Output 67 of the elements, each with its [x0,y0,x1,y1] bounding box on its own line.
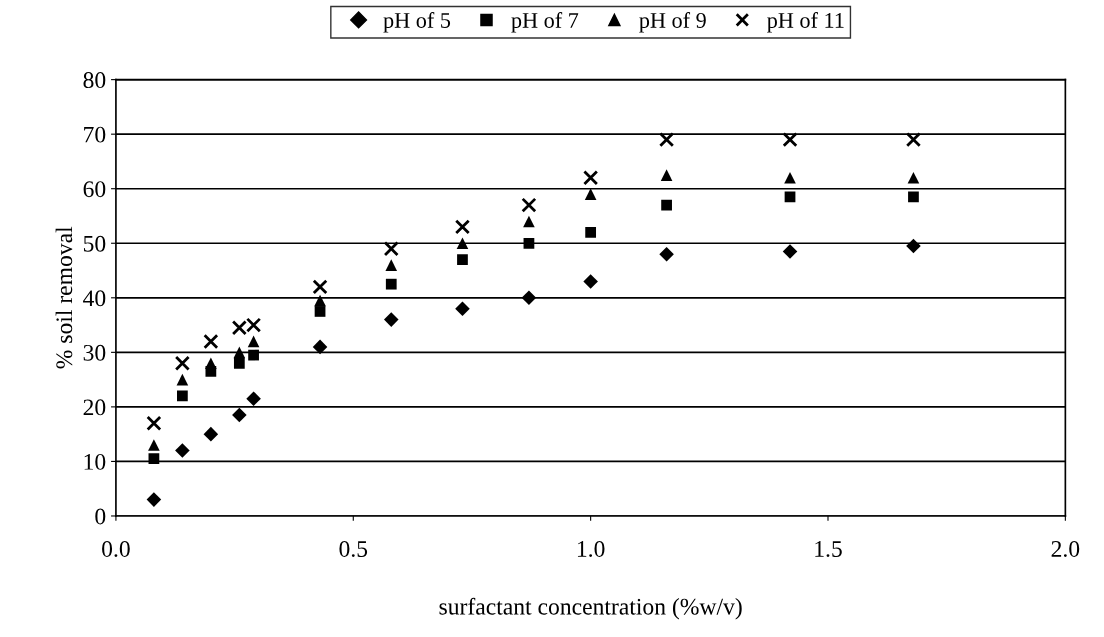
point [176,373,189,386]
point [584,188,597,200]
point [174,355,190,371]
point [175,443,190,458]
point [658,132,675,148]
point [232,407,247,423]
point [456,237,469,250]
point [908,191,919,203]
point [205,357,217,370]
point [659,246,674,262]
point [385,278,397,290]
point [523,237,535,249]
point [148,439,160,451]
point [233,357,245,369]
y-tick-label: 50 [83,235,106,252]
point [661,199,672,211]
point [246,391,261,406]
point [203,426,219,442]
x-tick-label: 0.0 [102,540,130,557]
point [660,169,673,181]
legend-label: pH of 11 [767,12,844,33]
point [148,453,160,465]
x-axis-title: surfactant concentration (%w/v) [439,597,742,620]
x-tick-label: 0.5 [339,540,368,557]
point [247,335,260,348]
point [146,492,162,507]
point [312,339,328,355]
y-tick-label: 80 [83,72,106,89]
point [907,171,920,184]
x-tick-label: 1.0 [577,540,605,557]
point [523,215,535,228]
x-tick-label: 2.0 [1051,540,1080,557]
point [248,349,259,361]
point [583,274,598,289]
point [454,219,471,235]
y-tick-label: 60 [83,181,106,198]
point [383,312,399,327]
y-tick-label: 30 [83,344,106,361]
point [585,226,597,238]
y-axis-title: % soil removal [55,226,73,369]
legend-label: pH of 9 [639,12,706,33]
x-tick-label: 1.5 [815,541,842,557]
point [385,259,398,271]
point [782,244,798,259]
point [521,197,537,213]
point [784,171,796,184]
point [782,132,798,148]
y-tick-label: 10 [84,453,106,470]
point [383,241,399,257]
point [521,290,537,306]
legend-label: pH of 5 [383,12,451,33]
point [203,333,219,350]
y-tick-label: 20 [83,399,106,416]
point [314,306,326,317]
point [177,390,188,402]
y-tick-label: 0 [95,508,106,525]
point [146,415,162,431]
legend-label: pH of 7 [511,12,579,33]
point [457,254,468,265]
point [906,238,921,254]
y-tick-label: 70 [84,126,106,143]
point [312,279,328,295]
y-tick-label: 40 [83,290,106,307]
point [455,301,470,316]
point [233,346,246,359]
point [583,170,599,186]
point [905,132,922,148]
